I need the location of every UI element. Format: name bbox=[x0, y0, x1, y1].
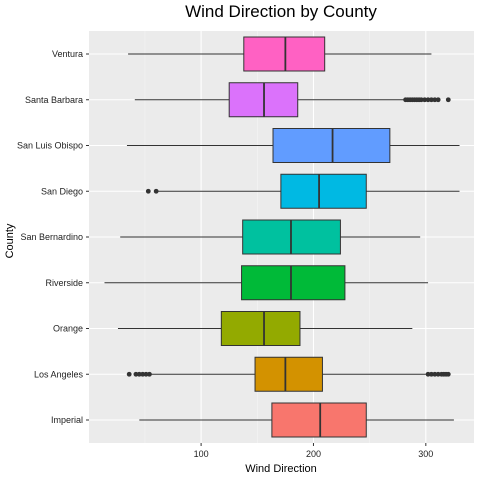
outlier-point bbox=[145, 188, 151, 194]
outlier-point bbox=[432, 97, 438, 103]
outlier-point bbox=[136, 371, 142, 377]
x-tick-label: 100 bbox=[194, 449, 209, 459]
y-tick-label: Ventura bbox=[52, 49, 83, 59]
x-tick-label: 200 bbox=[306, 449, 321, 459]
box-series bbox=[104, 36, 460, 438]
outlier-point bbox=[153, 188, 159, 194]
box-iqr bbox=[254, 356, 323, 392]
outlier-point bbox=[435, 97, 441, 103]
y-axis-title: County bbox=[4, 223, 16, 258]
box-riverside bbox=[104, 265, 429, 301]
box-ventura bbox=[128, 36, 432, 72]
x-tick-label: 300 bbox=[418, 449, 433, 459]
y-tick-label: San Diego bbox=[41, 186, 83, 196]
y-tick-label: Santa Barbara bbox=[25, 95, 83, 105]
box-iqr bbox=[243, 36, 326, 72]
x-axis-title: Wind Direction bbox=[245, 463, 317, 475]
box-iqr bbox=[272, 128, 391, 163]
y-tick-label: San Luis Obispo bbox=[17, 141, 83, 151]
outlier-point bbox=[445, 371, 451, 377]
outlier-point bbox=[425, 371, 431, 377]
box-iqr bbox=[280, 173, 367, 209]
outlier-point bbox=[429, 97, 434, 103]
y-tick-label: Imperial bbox=[51, 415, 83, 425]
box-santa-barbara bbox=[134, 82, 451, 118]
outlier-point bbox=[422, 97, 428, 103]
outlier-point bbox=[143, 371, 149, 377]
outlier-point bbox=[126, 371, 132, 377]
y-tick-label: San Bernardino bbox=[20, 232, 83, 242]
chart-title: Wind Direction by County bbox=[185, 2, 377, 21]
y-tick-label: Los Angeles bbox=[34, 369, 84, 379]
y-tick-label: Orange bbox=[53, 324, 83, 334]
outlier-point bbox=[435, 371, 441, 377]
box-san-bernardino bbox=[120, 219, 421, 255]
outlier-point bbox=[432, 371, 438, 377]
y-tick-label: Riverside bbox=[45, 278, 83, 288]
outlier-point bbox=[425, 97, 431, 103]
box-iqr bbox=[241, 265, 346, 301]
outlier-point bbox=[140, 371, 146, 377]
box-imperial bbox=[139, 402, 454, 438]
box-iqr bbox=[271, 402, 367, 438]
outlier-point bbox=[429, 371, 434, 377]
x-axis-ticks: 100 200 300 bbox=[194, 443, 433, 459]
box-san-diego bbox=[145, 173, 460, 209]
box-los-angeles bbox=[126, 356, 451, 392]
box-iqr bbox=[220, 311, 301, 346]
outlier-point bbox=[133, 371, 139, 377]
box-san-luis-obispo bbox=[126, 128, 460, 163]
outlier-point bbox=[445, 97, 451, 103]
box-orange bbox=[117, 311, 413, 346]
y-axis-ticks: Imperial Los Angeles Orange Riverside San Be… bbox=[17, 49, 89, 425]
outlier-point bbox=[147, 371, 152, 377]
outlier-point bbox=[418, 97, 424, 103]
